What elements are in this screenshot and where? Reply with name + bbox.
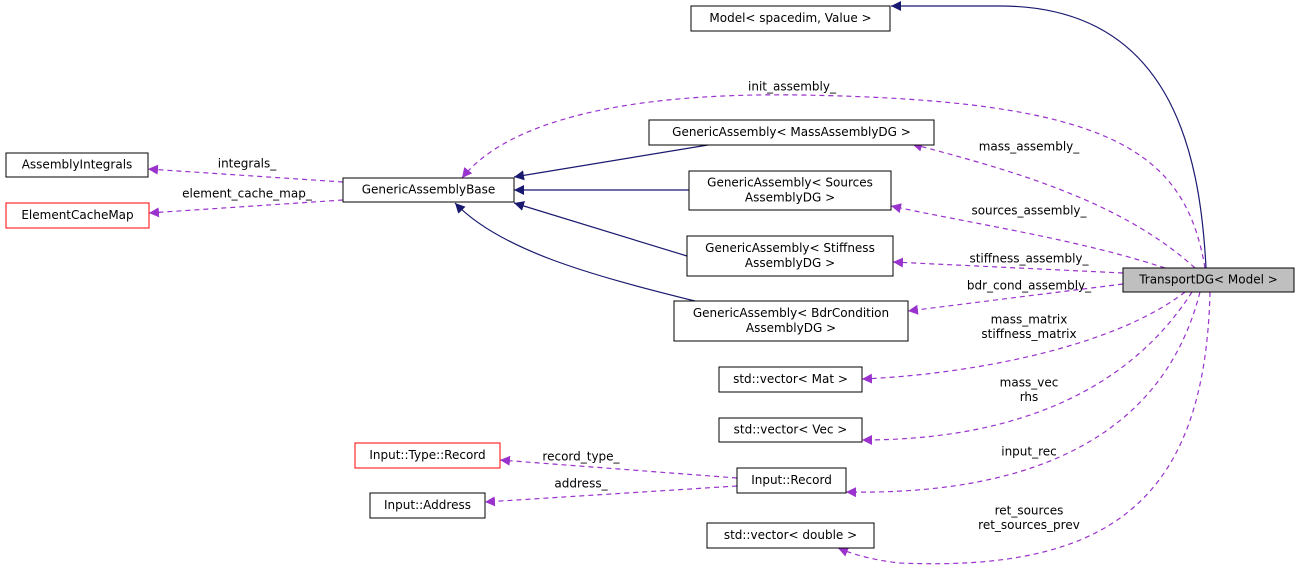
edge [892, 257, 1124, 274]
node-label: AssemblyDG > [745, 256, 835, 270]
edge-label: sources_assembly_ [971, 204, 1087, 218]
edge-label: ret_sources [995, 504, 1064, 518]
edge [484, 485, 738, 507]
node-label: AssemblyDG > [746, 321, 836, 335]
node-box [706, 522, 875, 549]
node-label: ElementCacheMap [21, 208, 133, 222]
edge [907, 283, 1124, 315]
node-box [736, 467, 847, 494]
node-box [354, 442, 501, 469]
edge-label: integrals_ [218, 157, 278, 171]
edge-label: element_cache_map_ [182, 187, 313, 201]
edge-label: mass_vec [1000, 376, 1059, 390]
edge-label: bdr_cond_assembly_ [967, 279, 1092, 293]
node-label: Input::Type::Record [369, 448, 485, 462]
edge-label: ret_sources_prev [978, 518, 1080, 532]
node-box [5, 202, 150, 229]
node-label: GenericAssembly< MassAssemblyDG > [672, 125, 911, 139]
edge [461, 94, 1206, 269]
node-box [648, 119, 935, 146]
node-label: AssemblyDG > [745, 191, 835, 205]
node-box [369, 492, 486, 519]
node-label: Input::Record [751, 473, 832, 487]
edge-label: stiffness_assembly_ [969, 252, 1089, 266]
edge [513, 144, 709, 181]
node-label: AssemblyIntegrals [22, 158, 133, 172]
node-label: GenericAssembly< Stiffness [705, 241, 875, 255]
edge-label: mass_assembly_ [979, 140, 1081, 154]
edge [454, 202, 696, 302]
node-box [718, 366, 863, 393]
edge [499, 455, 738, 479]
node-label: Input::Address [384, 498, 471, 512]
node-label: std::vector< Vec > [734, 423, 848, 437]
edge-label: input_rec [1001, 445, 1057, 459]
edge [861, 291, 1186, 384]
node-box [718, 417, 863, 443]
node-box [673, 300, 909, 342]
node-label: std::vector< Mat > [733, 372, 848, 386]
node-label: GenericAssembly< Sources [707, 176, 873, 190]
node-box [5, 152, 149, 178]
node-box [686, 235, 894, 277]
node-box [688, 170, 892, 211]
edge [861, 291, 1193, 445]
edge [147, 164, 344, 183]
edge-label: mass_matrix [991, 313, 1068, 327]
node-label: std::vector< double > [724, 528, 857, 542]
edge [890, 203, 1166, 269]
edge-label: stiffness_matrix [981, 327, 1076, 341]
edge-label: init_assembly_ [748, 80, 837, 94]
edge-label: rhs [1020, 390, 1039, 404]
edge [911, 141, 1196, 269]
node-box [690, 5, 891, 32]
node-box [342, 177, 515, 203]
node-label: Model< spacedim, Value > [709, 11, 871, 25]
node-box [1122, 267, 1295, 293]
node-label: GenericAssembly< BdrCondition [693, 306, 889, 320]
inheritance-edges [454, 1, 1207, 302]
edge-label: address_ [554, 477, 608, 491]
edge [891, 1, 1207, 269]
node-label: TransportDG< Model > [1138, 273, 1278, 287]
edge [837, 291, 1211, 565]
node-label: GenericAssemblyBase [362, 183, 496, 197]
usage-edges [147, 94, 1211, 565]
edge [513, 201, 688, 257]
edge-label: record_type_ [542, 450, 620, 464]
edge [148, 199, 344, 218]
